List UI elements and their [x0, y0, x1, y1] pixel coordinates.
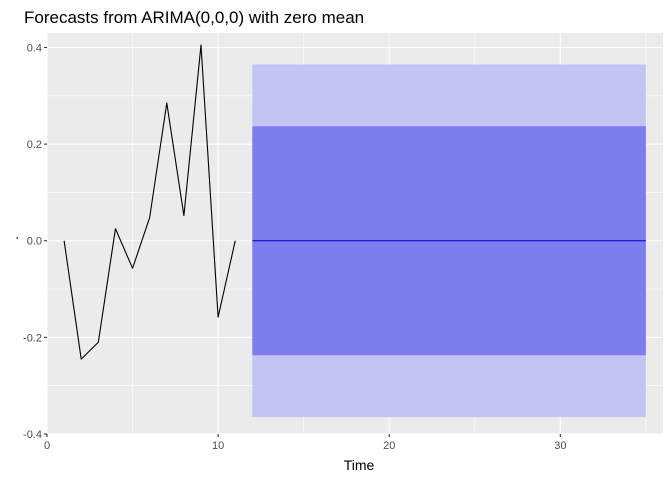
x-axis-title: Time [344, 457, 375, 473]
y-tick-label: 0.4 [27, 42, 42, 54]
series-lines [63, 44, 646, 360]
x-tick-label: 30 [554, 440, 566, 452]
y-axis: -0.4 -0.2 0.0 0.2 0.4 [23, 42, 47, 441]
x-axis: 0 10 20 30 [44, 434, 566, 452]
x-tick-label: 10 [212, 440, 224, 452]
y-tick-label: 0.2 [27, 139, 42, 151]
observed-series-line [63, 44, 236, 360]
x-tick-label: 0 [44, 440, 50, 452]
x-tick-label: 20 [383, 440, 395, 452]
y-tick-label: -0.2 [23, 332, 42, 344]
y-tick-label: -0.4 [23, 429, 42, 441]
y-axis-title: . [5, 236, 21, 240]
y-tick-label: 0.0 [27, 236, 42, 248]
chart-title: Forecasts from ARIMA(0,0,0) with zero me… [24, 8, 364, 27]
